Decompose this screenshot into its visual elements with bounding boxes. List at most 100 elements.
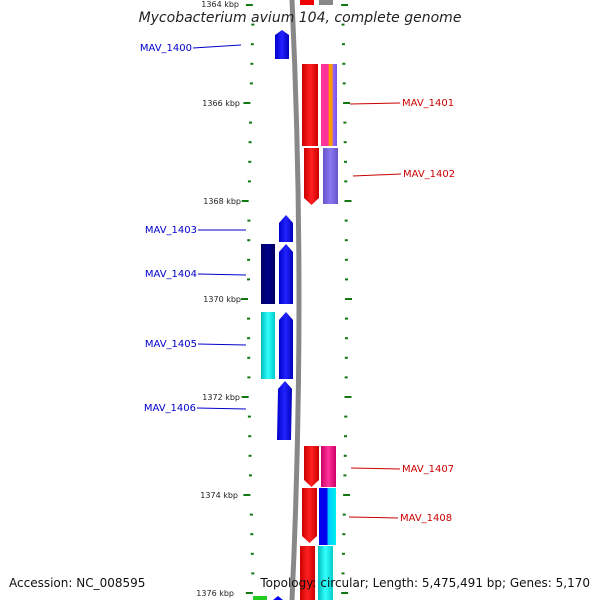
minor-tick	[343, 454, 347, 457]
minor-tick	[247, 337, 251, 340]
genome-backbone	[289, 0, 302, 600]
gene-block	[300, 0, 314, 5]
gene-MAV_1407-pink	[321, 446, 336, 487]
minor-tick	[251, 23, 255, 26]
minor-tick	[247, 180, 251, 183]
minor-tick	[251, 572, 255, 575]
minor-tick	[247, 278, 251, 281]
gene-label-MAV_1402[interactable]: MAV_1402	[403, 169, 455, 180]
minor-tick	[247, 415, 251, 418]
gene-label-MAV_1405[interactable]: MAV_1405	[145, 339, 197, 350]
minor-tick	[342, 533, 346, 536]
gene-label-MAV_1400[interactable]: MAV_1400	[140, 43, 192, 54]
minor-tick	[341, 552, 345, 555]
genome-summary-text: Topology: circular; Length: 5,475,491 bp…	[260, 576, 590, 590]
gene-MAV_1405-b	[279, 312, 293, 379]
gene-MAV_1400	[275, 30, 289, 59]
right-gene-labels: MAV_1401 MAV_1402 MAV_1407 MAV_1408	[400, 98, 455, 524]
tick-labels: 1364 kbp 1366 kbp 1368 kbp 1370 kbp 1372…	[196, 0, 241, 598]
gene-MAV_1408-bluecyan	[319, 488, 336, 545]
minor-tick	[342, 62, 346, 65]
minor-tick	[343, 141, 347, 144]
minor-tick	[250, 552, 254, 555]
gene-bottom-left	[273, 596, 283, 600]
gene-MAV_1402-purple	[323, 148, 338, 204]
minor-tick	[250, 533, 254, 536]
gene-MAV_1402-red	[304, 148, 319, 205]
gene-bottom-green	[253, 596, 267, 600]
minor-tick	[343, 474, 347, 477]
minor-tick	[247, 219, 251, 222]
major-tick	[341, 592, 349, 594]
major-tick	[241, 396, 249, 398]
major-tick	[243, 494, 251, 496]
gene-MAV_1401-red	[302, 64, 318, 146]
minor-tick	[247, 239, 251, 242]
tick-label: 1374 kbp	[200, 491, 238, 500]
minor-tick	[247, 376, 251, 379]
minor-tick	[344, 239, 348, 242]
tick-label: 1372 kbp	[202, 393, 240, 402]
tick-label: 1366 kbp	[202, 99, 240, 108]
minor-tick	[341, 572, 345, 575]
minor-tick	[344, 376, 348, 379]
gene-MAV_1408-red	[302, 488, 317, 543]
gene-label-MAV_1407[interactable]: MAV_1407	[402, 464, 454, 475]
map-title: Mycobacterium avium 104, complete genome	[138, 10, 462, 26]
tick-label: 1370 kbp	[203, 295, 241, 304]
left-label-leaders	[192, 44, 247, 410]
gene-MAV_1403	[279, 215, 293, 242]
major-tick	[245, 592, 253, 594]
tick-label: 1368 kbp	[203, 197, 241, 206]
minor-tick	[342, 82, 346, 85]
gene-label-MAV_1408[interactable]: MAV_1408	[400, 513, 452, 524]
gene-label-MAV_1401[interactable]: MAV_1401	[402, 98, 454, 109]
gene-MAV_1401-stripe	[321, 64, 337, 146]
minor-tick	[344, 258, 348, 261]
minor-tick	[344, 180, 348, 183]
gene-label-MAV_1403[interactable]: MAV_1403	[145, 225, 197, 236]
minor-tick	[344, 219, 348, 222]
gene-label-MAV_1406[interactable]: MAV_1406	[144, 403, 196, 414]
minor-tick	[248, 435, 252, 438]
minor-tick	[341, 23, 345, 26]
minor-tick	[341, 43, 345, 46]
minor-tick	[249, 82, 253, 85]
gene-label-MAV_1404[interactable]: MAV_1404	[145, 269, 197, 280]
minor-tick	[249, 513, 253, 516]
left-gene-labels: MAV_1400 MAV_1403 MAV_1404 MAV_1405 MAV_…	[140, 43, 197, 414]
minor-tick	[250, 43, 254, 46]
gene-bottom-red	[300, 546, 315, 600]
major-tick	[241, 200, 249, 202]
minor-tick	[344, 356, 348, 359]
minor-tick	[344, 435, 348, 438]
minor-tick	[248, 454, 252, 457]
minor-tick	[342, 513, 346, 516]
right-label-leaders	[348, 102, 402, 519]
minor-tick	[250, 62, 254, 65]
major-tick	[343, 494, 351, 496]
minor-tick	[247, 356, 251, 359]
minor-tick	[343, 160, 347, 163]
minor-tick	[248, 141, 252, 144]
major-tick	[245, 4, 253, 6]
minor-tick	[248, 474, 252, 477]
major-tick	[344, 396, 352, 398]
tick-label: 1376 kbp	[196, 589, 234, 598]
gene-MAV_1407-red	[304, 446, 319, 487]
gene-block	[319, 0, 333, 5]
minor-tick	[344, 317, 348, 320]
minor-tick	[247, 317, 251, 320]
accession-text: Accession: NC_008595	[9, 576, 146, 590]
minor-tick	[248, 160, 252, 163]
gene-MAV_1404-b	[279, 244, 293, 304]
major-tick	[343, 102, 351, 104]
major-tick	[341, 4, 349, 6]
gene-bottom-cyan	[318, 546, 333, 600]
minor-tick	[344, 278, 348, 281]
minor-tick	[344, 415, 348, 418]
major-tick	[344, 200, 352, 202]
major-tick	[241, 298, 249, 300]
tick-label: 1364 kbp	[201, 0, 239, 9]
